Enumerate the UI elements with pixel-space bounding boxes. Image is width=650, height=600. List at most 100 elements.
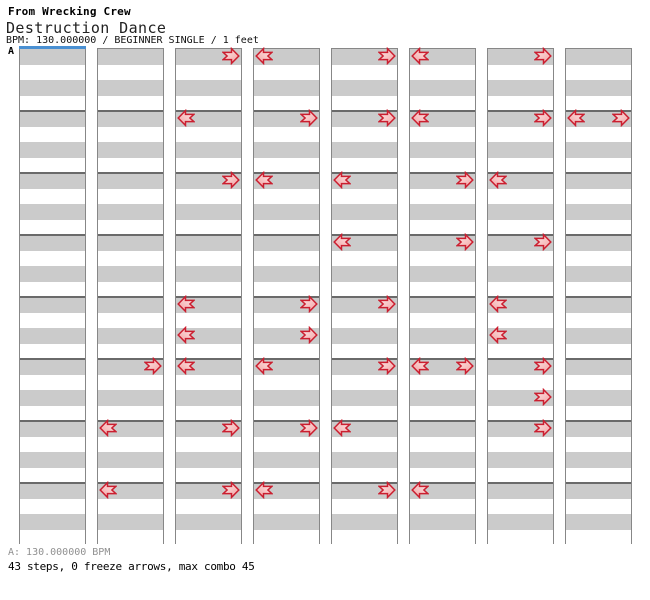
beat-stripe — [488, 281, 553, 297]
beat-stripe — [20, 467, 85, 483]
measure-divider — [566, 296, 631, 298]
beat-stripe — [488, 483, 553, 499]
measure-divider — [410, 296, 475, 298]
beat-stripe — [176, 235, 241, 251]
right-arrow-icon — [611, 108, 630, 128]
beat-stripe — [176, 374, 241, 390]
beat-stripe — [20, 514, 85, 530]
measure-divider — [98, 482, 163, 484]
measure-divider — [98, 296, 163, 298]
beat-stripe — [410, 312, 475, 328]
right-arrow-icon — [377, 480, 396, 500]
beat-stripe — [410, 142, 475, 158]
beat-stripe — [20, 126, 85, 142]
beat-stripe — [254, 157, 319, 173]
measure-divider — [254, 296, 319, 298]
beat-stripe — [176, 266, 241, 282]
left-arrow-icon — [489, 294, 508, 314]
beat-stripe — [20, 142, 85, 158]
beat-stripe — [410, 204, 475, 220]
beat-stripe — [488, 250, 553, 266]
measure-divider — [410, 172, 475, 174]
beat-stripe — [176, 467, 241, 483]
beat-stripe — [410, 297, 475, 313]
beat-stripe — [176, 80, 241, 96]
beat-stripe — [488, 266, 553, 282]
left-arrow-icon — [99, 418, 118, 438]
beat-stripe — [254, 281, 319, 297]
beat-stripe — [332, 142, 397, 158]
beat-stripe — [98, 514, 163, 530]
measure-divider — [488, 110, 553, 112]
beat-stripe — [566, 529, 631, 545]
measure-divider — [410, 358, 475, 360]
beat-stripe — [566, 343, 631, 359]
measure-divider — [254, 234, 319, 236]
beat-stripe — [20, 452, 85, 468]
beat-stripe — [488, 219, 553, 235]
left-arrow-icon — [255, 356, 274, 376]
measure-divider — [20, 172, 85, 174]
measure-divider — [20, 296, 85, 298]
beat-stripe — [566, 49, 631, 65]
beat-stripe — [20, 204, 85, 220]
beat-stripe — [332, 95, 397, 111]
beat-stripe — [254, 343, 319, 359]
beat-stripe — [20, 49, 85, 65]
beat-stripe — [566, 142, 631, 158]
beat-stripe — [566, 498, 631, 514]
right-arrow-icon — [377, 46, 396, 66]
beat-stripe — [566, 173, 631, 189]
beat-stripe — [98, 80, 163, 96]
left-arrow-icon — [333, 418, 352, 438]
beat-stripe — [98, 374, 163, 390]
chart-column — [19, 48, 86, 545]
beat-stripe — [488, 452, 553, 468]
beat-stripe — [566, 421, 631, 437]
beat-stripe — [98, 328, 163, 344]
measure-divider — [488, 172, 553, 174]
beat-stripe — [176, 498, 241, 514]
left-arrow-icon — [255, 170, 274, 190]
measure-divider — [176, 482, 241, 484]
beat-stripe — [20, 328, 85, 344]
beat-stripe — [566, 204, 631, 220]
beat-stripe — [566, 483, 631, 499]
left-arrow-icon — [411, 480, 430, 500]
beat-stripe — [20, 436, 85, 452]
beat-stripe — [176, 250, 241, 266]
measure-divider — [566, 234, 631, 236]
measure-divider — [566, 172, 631, 174]
beat-stripe — [254, 126, 319, 142]
beat-stripe — [488, 126, 553, 142]
measure-divider — [488, 358, 553, 360]
beat-stripe — [566, 514, 631, 530]
bpm-marker-bar — [19, 46, 86, 49]
beat-stripe — [98, 390, 163, 406]
beat-stripe — [566, 235, 631, 251]
beat-stripe — [98, 405, 163, 421]
beat-stripe — [332, 514, 397, 530]
right-arrow-icon — [299, 108, 318, 128]
right-arrow-icon — [299, 325, 318, 345]
beat-stripe — [20, 281, 85, 297]
measure-divider — [254, 482, 319, 484]
beat-stripe — [410, 467, 475, 483]
right-arrow-icon — [377, 356, 396, 376]
beat-stripe — [488, 157, 553, 173]
beat-stripe — [410, 250, 475, 266]
measure-divider — [98, 358, 163, 360]
beat-stripe — [566, 126, 631, 142]
measure-divider — [176, 172, 241, 174]
beat-stripe — [254, 219, 319, 235]
beat-stripe — [254, 467, 319, 483]
beat-stripe — [98, 452, 163, 468]
measure-divider — [410, 482, 475, 484]
beat-stripe — [566, 250, 631, 266]
beat-stripe — [176, 281, 241, 297]
beat-stripe — [20, 157, 85, 173]
beat-stripe — [332, 374, 397, 390]
beat-stripe — [410, 95, 475, 111]
beat-stripe — [176, 95, 241, 111]
measure-divider — [332, 420, 397, 422]
